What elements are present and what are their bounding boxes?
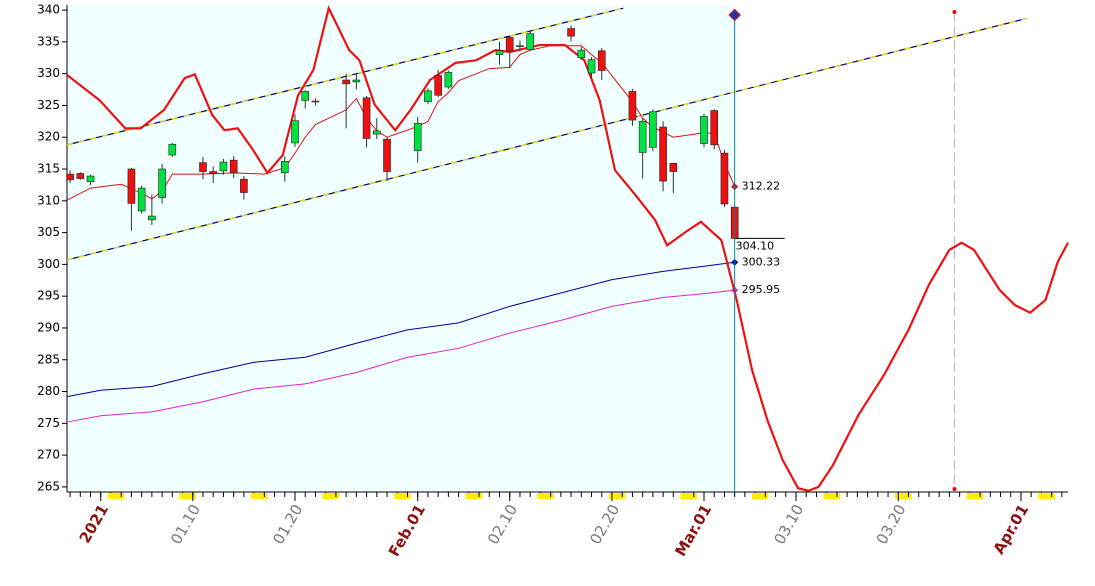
y-tick-label: 300	[37, 257, 60, 271]
weekend-marker	[608, 493, 626, 499]
candle-body	[628, 91, 637, 121]
weekend-marker	[251, 493, 268, 499]
candle-body	[587, 59, 596, 74]
candle-body	[649, 111, 657, 148]
candle-body	[219, 161, 228, 172]
candle-body	[229, 159, 238, 174]
candle-body	[669, 163, 678, 172]
candle-body	[526, 33, 534, 50]
weekend-marker	[394, 493, 411, 499]
y-tick-label: 325	[37, 98, 60, 112]
candle-body	[413, 122, 422, 151]
candle-body	[434, 75, 442, 96]
weekend-marker	[966, 493, 984, 499]
candle-body	[567, 28, 575, 37]
weekend-marker	[823, 493, 841, 499]
candle-body	[137, 187, 146, 212]
x-tick-label: 02.20	[586, 501, 623, 547]
indicator-line	[66, 261, 735, 398]
candle-body	[444, 72, 453, 88]
x-tick-label: 2021	[76, 501, 112, 546]
candle-body	[577, 49, 586, 59]
weekend-marker	[465, 493, 483, 499]
last-close-label: 304.10	[736, 239, 775, 252]
y-tick-label: 270	[37, 448, 60, 462]
candle-body	[148, 215, 156, 221]
y-tick-label: 290	[37, 320, 60, 334]
candle-body	[301, 91, 310, 101]
candle-body	[597, 50, 606, 71]
x-tick-label: 03.10	[770, 501, 807, 547]
candle-body	[710, 110, 719, 146]
candle-body	[720, 152, 729, 205]
x-tick-label: 01.10	[167, 501, 204, 547]
indicator-line	[66, 4, 1069, 492]
candle-body	[158, 168, 166, 198]
y-tick-label: 330	[37, 66, 60, 80]
y-tick-label: 295	[37, 289, 60, 303]
candle-body	[76, 173, 85, 179]
candle-body	[240, 178, 248, 193]
weekend-marker	[895, 493, 912, 499]
x-tick-label: 02.10	[484, 501, 521, 547]
candle-body	[199, 162, 207, 172]
candle-body	[342, 79, 350, 85]
candle-body	[209, 171, 218, 174]
y-tick-label: 310	[37, 193, 60, 207]
candle-body	[424, 90, 432, 102]
x-tick-label: 03.20	[873, 501, 910, 547]
x-tick-label: 01.20	[269, 501, 306, 547]
y-tick-label: 340	[37, 3, 60, 17]
y-tick-label: 315	[37, 162, 60, 176]
candle-body	[516, 45, 524, 47]
y-tick-label: 305	[37, 225, 60, 239]
x-tick-label: Mar.01	[671, 501, 715, 559]
weekend-marker	[322, 493, 340, 499]
candle-body	[86, 175, 95, 183]
candle-body	[362, 97, 371, 139]
x-tick-label: Apr.01	[990, 501, 1033, 557]
projection-dot	[952, 10, 957, 14]
candle-body	[383, 138, 391, 172]
weekend-marker	[1038, 493, 1055, 499]
plot-background	[67, 5, 735, 492]
end-label: 312.22	[742, 180, 781, 193]
y-tick-label: 280	[37, 384, 60, 398]
candle-body	[311, 100, 320, 103]
y-tick-label: 320	[37, 130, 60, 144]
candle-body	[373, 130, 381, 135]
candle-body	[638, 121, 647, 153]
projection-dot	[952, 487, 957, 491]
weekend-marker	[107, 493, 125, 499]
y-tick-label: 285	[37, 352, 60, 366]
trendline	[66, 7, 624, 146]
candle-body	[352, 79, 361, 83]
candle-body	[291, 120, 299, 144]
weekend-marker	[752, 493, 769, 499]
indicator-line	[66, 289, 735, 423]
candle-body	[495, 50, 504, 55]
candle-body	[280, 161, 289, 174]
y-tick-label: 275	[37, 416, 60, 430]
end-label: 295.95	[742, 283, 781, 296]
indicator-line	[66, 45, 736, 201]
y-tick-label: 335	[37, 34, 60, 48]
today-marker	[728, 8, 742, 22]
candle-body	[66, 173, 74, 181]
candle-body	[127, 168, 136, 204]
y-tick-label: 265	[37, 479, 60, 493]
candle-body	[505, 37, 514, 52]
candle-body	[659, 126, 667, 182]
weekend-marker	[179, 493, 196, 499]
end-label: 300.33	[742, 255, 781, 268]
trendline-dash	[66, 17, 1028, 261]
x-tick-label: Feb.01	[385, 501, 429, 559]
weekend-marker	[537, 493, 554, 499]
candle-body	[168, 143, 177, 156]
weekend-marker	[680, 493, 697, 499]
candle-body	[700, 115, 708, 144]
